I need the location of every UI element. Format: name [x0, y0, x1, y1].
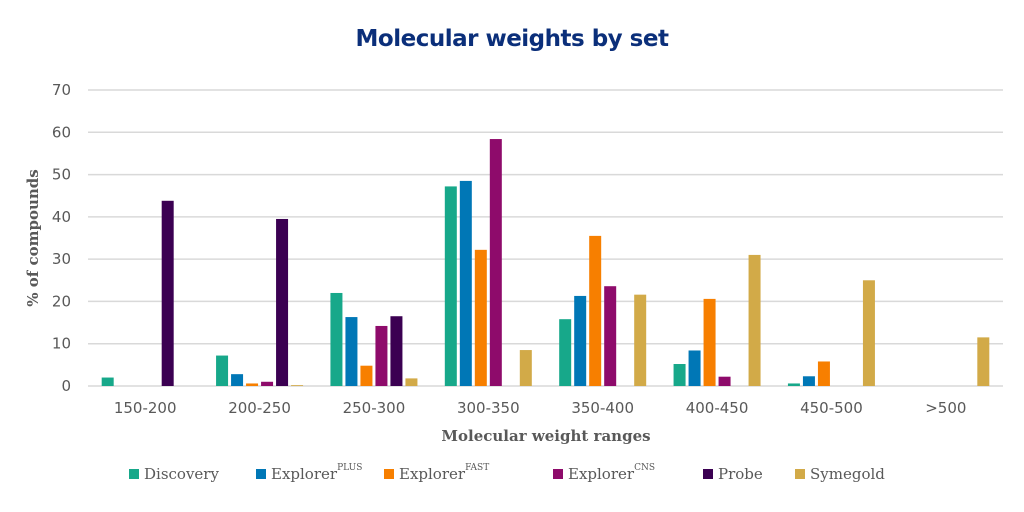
bar-explorer-cns-200-250 — [261, 381, 274, 386]
legend-item: ExplorerPLUS — [256, 463, 363, 483]
bar-probe-150-200 — [161, 200, 174, 386]
x-axis-ticks: 150-200 200-250 250-300 300-350 350-400 400-4… — [114, 399, 967, 417]
y-tick-label: 40 — [52, 208, 71, 226]
legend-item: Symegold — [795, 465, 885, 483]
x-tick-label: 350-400 — [571, 399, 634, 417]
legend-label: ExplorerPLUS — [271, 463, 363, 483]
legend-swatch — [703, 469, 713, 479]
bar-symegold-250-300 — [405, 378, 418, 386]
y-tick-label: 20 — [52, 292, 71, 310]
x-tick-label: 400-450 — [686, 399, 749, 417]
legend-swatch — [256, 469, 266, 479]
bar-explorer-plus-350-400 — [574, 295, 587, 386]
bars — [101, 139, 990, 386]
legend-item: Discovery — [129, 465, 219, 483]
legend-label: Discovery — [144, 465, 219, 483]
y-tick-label: 30 — [52, 250, 71, 268]
x-tick-label: 250-300 — [343, 399, 406, 417]
bar-symegold-350-400 — [634, 294, 647, 386]
legend-item: Probe — [703, 465, 763, 483]
bar-discovery-350-400 — [559, 319, 572, 386]
bar-discovery-300-350 — [444, 186, 457, 386]
y-tick-label: 0 — [61, 377, 71, 395]
bar-explorer-plus-200-250 — [231, 374, 244, 386]
legend-label-superscript: FAST — [465, 463, 490, 473]
bar-explorer-plus-300-350 — [459, 180, 472, 386]
y-tick-label: 50 — [52, 166, 71, 184]
legend-label-superscript: CNS — [634, 463, 655, 473]
bar-explorer-fast-400-450 — [703, 298, 716, 386]
legend-swatch — [129, 469, 139, 479]
legend-label: ExplorerCNS — [568, 463, 655, 483]
bar-symegold->500 — [977, 337, 990, 386]
chart-title: Molecular weights by set — [355, 26, 669, 52]
legend-swatch — [795, 469, 805, 479]
y-tick-label: 60 — [52, 123, 71, 141]
bar-symegold-450-500 — [862, 280, 875, 386]
bar-symegold-300-350 — [519, 350, 532, 386]
y-tick-label: 10 — [52, 335, 71, 353]
bar-explorer-fast-450-500 — [817, 361, 830, 386]
bar-explorer-plus-400-450 — [688, 350, 701, 386]
legend-item: ExplorerCNS — [553, 463, 655, 483]
bar-probe-250-300 — [390, 316, 403, 386]
legend-swatch — [384, 469, 394, 479]
legend-item: ExplorerFAST — [384, 463, 490, 483]
bar-explorer-plus-450-500 — [802, 376, 815, 386]
legend-label: Symegold — [810, 465, 885, 483]
legend: Discovery ExplorerPLUS ExplorerFAST Explore… — [0, 463, 1024, 489]
x-axis-label: Molecular weight ranges — [441, 427, 650, 445]
x-tick-label: 300-350 — [457, 399, 520, 417]
x-tick-label: >500 — [925, 399, 966, 417]
legend-label: Probe — [718, 465, 763, 483]
y-axis-label: % of compounds — [24, 169, 42, 306]
x-tick-label: 150-200 — [114, 399, 177, 417]
bar-explorer-fast-200-250 — [246, 383, 259, 386]
bar-explorer-cns-400-450 — [718, 376, 731, 386]
bar-explorer-plus-250-300 — [345, 317, 358, 386]
bar-explorer-fast-350-400 — [589, 235, 602, 386]
bar-symegold-200-250 — [291, 385, 304, 386]
y-tick-label: 70 — [52, 81, 71, 99]
bar-explorer-cns-300-350 — [489, 139, 502, 386]
x-tick-label: 200-250 — [228, 399, 291, 417]
bar-discovery-200-250 — [216, 355, 229, 386]
bar-explorer-fast-300-350 — [474, 249, 487, 386]
bar-discovery-250-300 — [330, 292, 343, 386]
bar-explorer-fast-250-300 — [360, 365, 373, 386]
legend-swatch — [553, 469, 563, 479]
bar-discovery-400-450 — [673, 364, 686, 386]
bar-discovery-450-500 — [787, 383, 800, 386]
bar-probe-200-250 — [276, 218, 289, 386]
legend-label: ExplorerFAST — [399, 463, 490, 483]
bar-symegold-400-450 — [748, 254, 761, 386]
y-axis-ticks: 0 10 20 30 40 50 60 70 — [52, 81, 71, 395]
bar-explorer-cns-250-300 — [375, 325, 388, 386]
bar-explorer-cns-350-400 — [604, 286, 617, 386]
x-tick-label: 450-500 — [800, 399, 863, 417]
bar-discovery-150-200 — [101, 377, 114, 386]
legend-label-superscript: PLUS — [337, 463, 363, 473]
